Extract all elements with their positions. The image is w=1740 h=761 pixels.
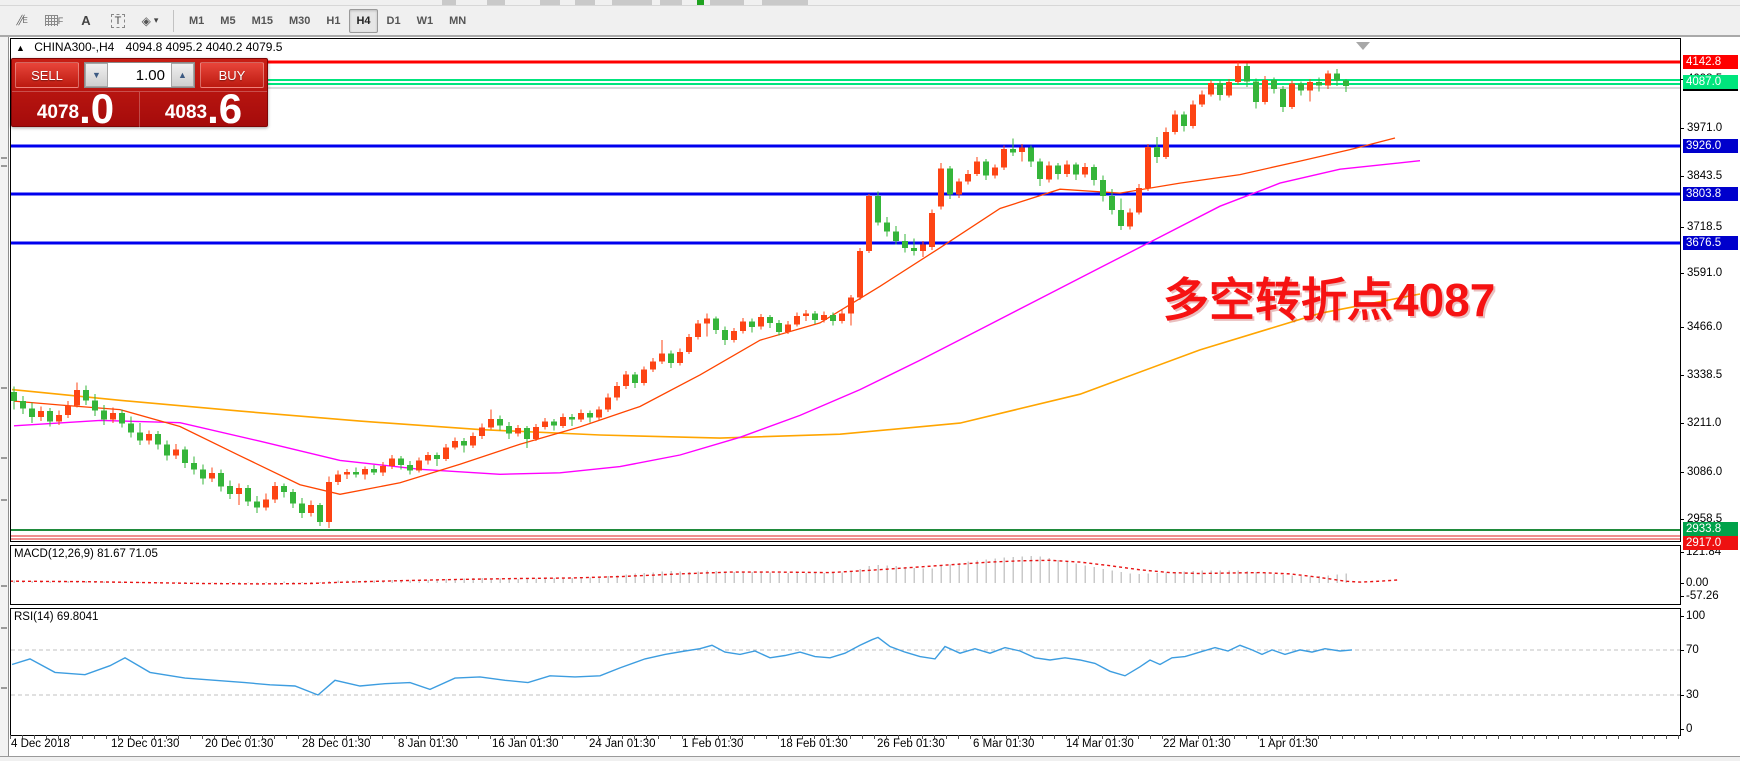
price-tick-label: 3718.5 [1680, 221, 1740, 233]
shapes-icon[interactable]: ◈ ▾ [141, 13, 159, 28]
price-tick-label: 3843.5 [1680, 170, 1740, 182]
timeframe-button-h1[interactable]: H1 [326, 14, 341, 27]
sell-price-main: 4078 [36, 102, 80, 123]
timeframe-button-mn[interactable]: MN [449, 14, 467, 27]
timeframe-button-m15[interactable]: M15 [251, 14, 273, 27]
price-level-badge: 3926.0 [1683, 139, 1738, 153]
macd-axis-label: -57.26 [1680, 590, 1719, 602]
date-tick-label: 20 Dec 01:30 [205, 738, 274, 750]
main-chart-frame [10, 38, 1681, 542]
date-tick-label: 4 Dec 2018 [11, 738, 70, 750]
trendline-tools-icon[interactable]: ⫽ E [16, 12, 28, 28]
rsi-axis-label: 0 [1679, 722, 1693, 735]
rsi-indicator-label: RSI(14) 69.8041 [14, 611, 99, 623]
timeframe-button-m30[interactable]: M30 [288, 14, 311, 27]
chart-annotation-text: 多空转折点4087 [1163, 274, 1496, 326]
timeframe-button-w1[interactable]: W1 [416, 14, 434, 27]
volume-decrease-icon[interactable]: ▼ [85, 63, 108, 87]
timeframe-button-d1[interactable]: D1 [386, 14, 401, 27]
sell-button[interactable]: SELL [15, 62, 79, 88]
buy-button[interactable]: BUY [200, 62, 264, 88]
date-tick-label: 24 Jan 01:30 [589, 738, 656, 750]
date-tick-label: 22 Mar 01:30 [1163, 738, 1231, 750]
macd-indicator-label: MACD(12,26,9) 81.67 71.05 [14, 548, 158, 560]
price-level-badge: 3676.5 [1683, 236, 1738, 250]
symbol-label: CHINA300-,H4 [34, 40, 115, 54]
price-tick-label: 3591.0 [1680, 267, 1740, 279]
chart-symbol-header: ▲ CHINA300-,H4 4094.8 4095.2 4040.2 4079… [16, 40, 289, 54]
volume-increase-icon[interactable]: ▲ [171, 63, 194, 87]
sell-price-display[interactable]: 4078.0 [12, 85, 140, 133]
collapse-arrow-icon[interactable]: ▲ [16, 43, 25, 53]
date-tick-label: 16 Jan 01:30 [492, 738, 559, 750]
price-level-badge: 4142.8 [1683, 55, 1738, 69]
date-tick-label: 18 Feb 01:30 [780, 738, 848, 750]
price-tick-label: 3466.0 [1680, 321, 1740, 333]
time-axis-ticks [10, 735, 1680, 739]
fibonacci-icon[interactable]: F [39, 9, 69, 33]
volume-input[interactable]: 1.00 [135, 66, 165, 84]
macd-panel-frame [10, 545, 1681, 605]
price-tick-label: 3086.0 [1680, 466, 1740, 478]
price-tick-label: 3971.0 [1680, 122, 1740, 134]
buy-price-main: 4083 [164, 102, 208, 123]
macd-canvas[interactable] [11, 546, 1680, 604]
timeframe-button-m1[interactable]: M1 [189, 14, 205, 27]
date-tick-label: 8 Jan 01:30 [398, 738, 459, 750]
price-level-badge: 3803.8 [1683, 187, 1738, 201]
price-level-badge: 2933.8 [1683, 522, 1738, 536]
timeframe-button-m5[interactable]: M5 [220, 14, 236, 27]
toolbar-separator [173, 9, 174, 32]
rsi-axis-label: 70 [1680, 643, 1699, 656]
clipped-upper-toolbar [0, 0, 1740, 6]
buy-price-display[interactable]: 4083.6 [140, 85, 267, 133]
price-level-badge: 2917.0 [1683, 536, 1738, 550]
window-left-edge [0, 37, 9, 761]
date-tick-label: 14 Mar 01:30 [1066, 738, 1134, 750]
macd-axis-label: 0.00 [1679, 577, 1709, 589]
ohlc-values: 4094.8 4095.2 4040.2 4079.5 [125, 40, 283, 54]
chart-scroll-marker-icon[interactable] [1356, 42, 1370, 50]
date-tick-label: 1 Apr 01:30 [1259, 738, 1318, 750]
date-tick-label: 6 Mar 01:30 [973, 738, 1035, 750]
text-box-icon[interactable]: T [103, 9, 133, 33]
date-tick-label: 1 Feb 01:30 [682, 738, 744, 750]
chart-toolbar: ⫽ E F A T ◈ ▾ M1 M5 M15 M30 H1 H4 D1 W1 MN [0, 6, 1740, 37]
price-tick-label: 3338.5 [1680, 369, 1740, 381]
rsi-panel-frame [10, 608, 1681, 736]
date-tick-label: 26 Feb 01:30 [877, 738, 945, 750]
main-chart-canvas[interactable] [11, 39, 1680, 541]
rsi-canvas[interactable] [11, 609, 1680, 735]
window-bottom-edge [0, 756, 1740, 761]
text-label-icon[interactable]: A [81, 13, 91, 28]
volume-stepper: ▼ 1.00 ▲ [84, 62, 195, 88]
one-click-trade-panel: SELL ▼ 1.00 ▲ BUY 4078.0 4083.6 [11, 58, 268, 133]
buy-price-pips: .6 [207, 85, 243, 133]
price-tick-label: 3211.0 [1680, 417, 1740, 429]
date-tick-label: 28 Dec 01:30 [302, 738, 371, 750]
timeframe-button-h4[interactable]: H4 [349, 8, 378, 33]
sell-price-pips: .0 [79, 85, 115, 133]
date-tick-label: 12 Dec 01:30 [111, 738, 180, 750]
rsi-axis-label: 30 [1680, 689, 1699, 701]
price-level-badge: 4087.0 [1683, 75, 1738, 91]
rsi-axis-label: 100 [1679, 610, 1706, 622]
